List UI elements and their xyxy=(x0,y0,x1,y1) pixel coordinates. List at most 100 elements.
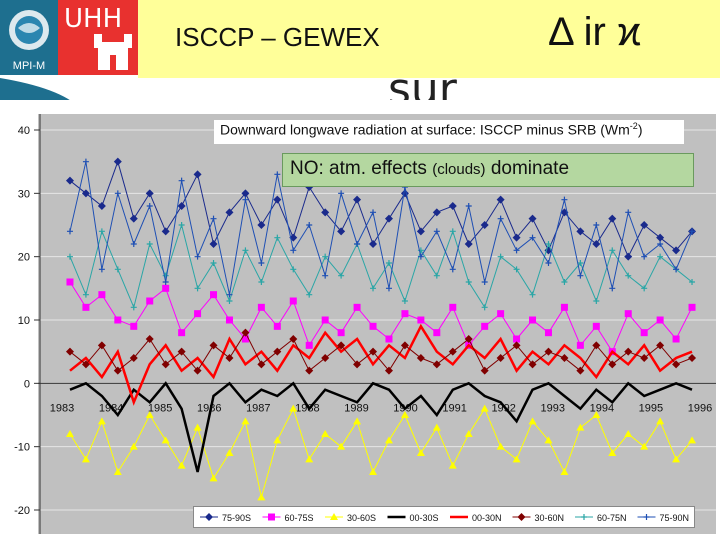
data-point xyxy=(97,202,106,210)
data-point xyxy=(194,310,202,318)
data-point xyxy=(145,335,154,343)
data-point xyxy=(400,189,409,198)
data-point xyxy=(544,347,553,356)
data-point xyxy=(369,468,378,475)
data-point xyxy=(129,354,138,362)
annotation-prefix: NO: atm. effects xyxy=(290,158,427,179)
data-point xyxy=(481,322,489,330)
data-point xyxy=(81,455,90,463)
data-point xyxy=(480,221,489,229)
x-tick-label: 1994 xyxy=(590,402,614,414)
data-point xyxy=(608,449,617,456)
chart-title-main: Downward longwave radiation at surface: … xyxy=(220,121,630,138)
data-point xyxy=(385,260,392,266)
y-tick-label: -10 xyxy=(14,442,30,454)
legend-label: 75-90S xyxy=(222,513,251,523)
legend-label: 60-75S xyxy=(285,513,314,523)
data-point xyxy=(449,266,456,273)
data-point xyxy=(384,436,393,444)
data-point xyxy=(353,195,362,204)
data-point xyxy=(321,316,329,324)
data-point xyxy=(273,195,282,204)
data-point xyxy=(65,347,74,356)
data-point xyxy=(528,360,537,369)
data-point xyxy=(497,253,504,260)
data-point xyxy=(353,360,362,369)
data-point xyxy=(544,329,552,337)
data-point xyxy=(305,341,313,349)
data-point xyxy=(162,284,170,292)
data-point xyxy=(529,234,536,241)
data-point xyxy=(384,214,393,223)
data-point xyxy=(561,279,568,285)
data-point xyxy=(576,227,585,236)
data-point xyxy=(643,514,650,520)
data-point xyxy=(624,347,633,356)
data-point xyxy=(210,291,218,299)
data-point xyxy=(576,366,585,375)
data-point xyxy=(113,468,122,475)
data-point xyxy=(258,260,265,266)
data-point xyxy=(226,298,233,304)
data-point xyxy=(242,247,249,254)
legend-label: 30-60S xyxy=(347,513,376,523)
series-75-90S xyxy=(65,157,697,261)
uhh-label: UHH xyxy=(64,4,123,34)
data-point xyxy=(480,366,489,375)
data-point xyxy=(257,303,265,311)
x-tick-label: 1987 xyxy=(246,402,270,414)
title-bar xyxy=(138,0,720,78)
data-point xyxy=(496,442,505,450)
data-point xyxy=(98,291,106,299)
data-point xyxy=(177,461,186,469)
legend-label: 00-30N xyxy=(472,513,502,523)
y-tick-label: 10 xyxy=(18,315,30,327)
data-point xyxy=(433,272,440,279)
data-point xyxy=(544,436,553,444)
data-point xyxy=(417,316,425,324)
data-point xyxy=(289,335,298,343)
series-line xyxy=(69,281,693,353)
data-point xyxy=(449,228,456,235)
data-point xyxy=(512,455,521,463)
data-point xyxy=(417,253,424,260)
data-point xyxy=(416,449,425,456)
data-point xyxy=(464,335,473,343)
data-point xyxy=(81,189,90,198)
data-point xyxy=(592,411,601,418)
data-point xyxy=(672,360,681,369)
data-point xyxy=(98,228,105,235)
data-point xyxy=(401,298,408,304)
data-point xyxy=(225,316,233,324)
data-point xyxy=(656,316,664,324)
data-point xyxy=(161,436,170,444)
data-point xyxy=(689,228,696,235)
data-point xyxy=(330,513,338,520)
data-point xyxy=(82,291,89,298)
data-point xyxy=(624,310,632,318)
data-point xyxy=(641,285,648,292)
data-point xyxy=(178,177,185,184)
data-point xyxy=(370,209,377,216)
y-tick-label: -20 xyxy=(14,505,30,517)
series-30-60N xyxy=(65,328,697,375)
data-point xyxy=(113,366,122,375)
data-point xyxy=(593,222,600,228)
data-point xyxy=(581,514,587,520)
data-point xyxy=(624,252,633,261)
data-point xyxy=(114,266,121,273)
data-point xyxy=(129,214,138,223)
data-point xyxy=(178,222,185,228)
data-point xyxy=(657,241,664,247)
data-point xyxy=(321,354,330,362)
data-point xyxy=(321,430,330,437)
data-point xyxy=(656,341,665,350)
data-point xyxy=(145,189,154,198)
data-point xyxy=(337,227,346,236)
data-point xyxy=(194,285,201,292)
data-point xyxy=(322,253,329,260)
data-point xyxy=(177,202,186,210)
data-point xyxy=(624,430,633,437)
legend-label: 00-30S xyxy=(410,513,439,523)
data-point xyxy=(65,430,74,437)
